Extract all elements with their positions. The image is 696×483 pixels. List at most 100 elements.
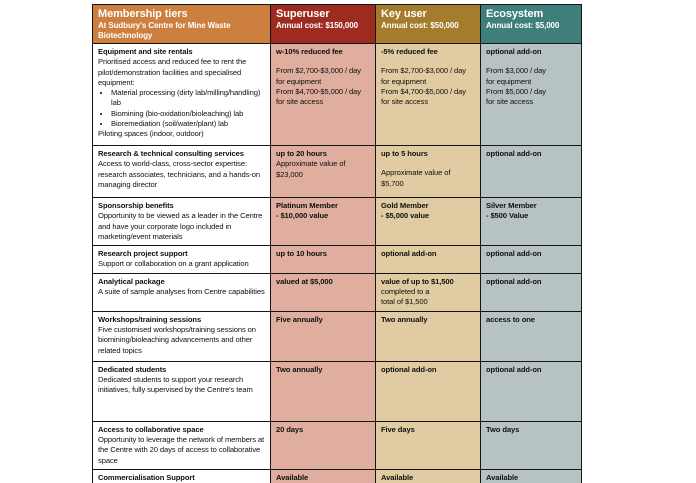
superuser-cell: valued at $5,000 [270,272,376,312]
superuser-column-title: Superuser [276,8,330,20]
tier-value-bold: optional add-on [486,149,542,158]
tier-value-bold: Gold Member [381,201,429,210]
feature-description: A suite of sample analyses from Centre c… [98,287,265,297]
tier-value-bold: Five days [381,424,415,434]
feature-title: Access to collaborative space [98,424,204,434]
ecosystem-column-title: Ecosystem [486,8,544,20]
tier-value-detail: Approximate value of [381,168,451,178]
ecosystem-cell: Silver Member - $500 Value [480,196,582,247]
tier-value-detail: From $4,700-$5,000 / day [276,86,361,96]
keyuser-column-title: Key user [381,8,427,20]
feature-cell: Research project support Support or coll… [92,245,271,274]
tier-value-bold: up to 5 hours [381,149,428,158]
tier-value-bold: Available [486,472,519,482]
tier-value-bold: Available [276,472,309,482]
tier-value-bold: Two days [486,424,520,434]
tier-value-bold: up to 20 hours [276,149,327,158]
feature-description: Access to world-class, cross-sector expe… [98,159,260,189]
feature-cell: Sponsorship benefits Opportunity to be v… [92,196,271,247]
feature-title: Workshops/training sessions [98,314,202,324]
feature-title: Commercialisation Support [98,472,195,482]
feature-bullet-list: Material processing (dirty lab/milling/h… [98,88,265,129]
keyuser-cell: Five days [375,420,481,470]
superuser-cell: w-10% reduced fee From $2,700-$3,000 / da… [270,43,376,146]
tier-value-bold: Five annually [276,314,323,324]
feature-description: Dedicated students to support your resea… [98,374,253,395]
feature-cell: Research & technical consulting services… [92,145,271,198]
spacer [381,159,475,168]
tier-value-bold: 20 days [276,424,304,434]
tier-value-bold: optional add-on [486,364,542,374]
superuser-annual-cost: Annual cost: $150,000 [276,21,358,30]
feature-bullet: Bioremediation (soil/water/plant) lab [111,119,265,129]
superuser-cell: Platinum Member - $10,000 value [270,196,376,247]
tier-value-detail: for equipment [381,76,427,86]
tier-value-bold: optional add-on [486,249,542,259]
feature-description: Opportunity to be viewed as a leader in … [98,211,263,241]
table-row: Commercialisation Support Advice and lin… [92,468,582,483]
keyuser-cell: Gold Member - $5,000 value [375,196,481,247]
table-row: Equipment and site rentals Prioritised a… [92,43,582,146]
tier-value-bold: optional add-on [486,276,542,286]
feature-cell: Workshops/training sessions Five customi… [92,310,271,362]
tier-value-bold: - $5,000 value [381,211,429,221]
tier-value-detail: for equipment [486,76,532,86]
ecosystem-cell: optional add-on [480,360,582,422]
feature-title: Analytical package [98,276,165,286]
ecosystem-cell: Available [480,468,582,483]
keyuser-cell: Two annually [375,310,481,362]
ecosystem-cell: optional add-on [480,272,582,312]
feature-description: Five customised workshops/training sessi… [98,324,256,355]
tier-value-detail: for site access [486,97,534,107]
tier-value-bold: optional add-on [486,47,542,56]
tier-value-detail: From $2,700-$3,000 / day [381,66,466,76]
feature-footer: Piloting spaces (indoor, outdoor) [98,129,204,139]
header-cell-ecosystem: Ecosystem Annual cost: $5,000 [480,4,582,44]
tier-value-detail: completed to a [381,287,430,297]
tier-value-bold: valued at $5,000 [276,276,333,286]
tier-value-bold: Two annually [276,364,323,374]
tier-value-detail: Approximate value of [276,159,346,169]
spacer [381,57,475,66]
feature-bullet: Material processing (dirty lab/milling/h… [111,88,265,109]
tier-value-bold: optional add-on [381,249,437,259]
feature-cell: Dedicated students Dedicated students to… [92,360,271,422]
feature-cell: Analytical package A suite of sample ana… [92,272,271,312]
tier-value-detail: From $4,700-$5,000 / day [381,86,466,96]
tier-value-bold: access to one [486,314,535,324]
tier-value-bold: - $500 Value [486,211,529,221]
header-cell-keyuser: Key user Annual cost: $50,000 [375,4,481,44]
table-title: Membership tiers [98,8,188,20]
tier-value-bold: - $10,000 value [276,211,329,221]
keyuser-annual-cost: Annual cost: $50,000 [381,21,459,30]
tier-value-bold: Available [381,472,414,482]
ecosystem-cell: optional add-on From $3,000 / day for equi… [480,43,582,146]
table-row: Dedicated students Dedicated students to… [92,360,582,422]
table-subtitle: At Sudbury's Centre for Mine Waste Biote… [98,21,231,40]
superuser-cell: Available [270,468,376,483]
ecosystem-cell: optional add-on [480,245,582,274]
feature-description: Support or collaboration on a grant appl… [98,259,249,269]
ecosystem-cell: Two days [480,420,582,470]
tier-value-detail: From $3,000 / day [486,66,546,76]
table-row: Research project support Support or coll… [92,245,582,274]
ecosystem-cell: access to one [480,310,582,362]
tier-value-detail: for site access [276,97,324,107]
header-row: Membership tiers At Sudbury's Centre for… [92,4,582,44]
header-cell-superuser: Superuser Annual cost: $150,000 [270,4,376,44]
table-row: Workshops/training sessions Five customi… [92,310,582,362]
feature-title: Equipment and site rentals [98,47,193,56]
tier-value-detail: From $5,000 / day [486,86,546,96]
tier-value-detail: $5,700 [381,178,404,188]
table-row: Access to collaborative space Opportunit… [92,420,582,470]
keyuser-cell: up to 5 hours Approximate value of $5,700 [375,145,481,198]
feature-cell: Access to collaborative space Opportunit… [92,420,271,470]
table-row: Sponsorship benefits Opportunity to be v… [92,196,582,247]
membership-tiers-table: Membership tiers At Sudbury's Centre for… [92,4,582,483]
ecosystem-annual-cost: Annual cost: $5,000 [486,21,560,30]
tier-value-bold: -5% reduced fee [381,47,438,56]
tier-value-detail: for equipment [276,76,322,86]
superuser-cell: up to 20 hours Approximate value of $23,00… [270,145,376,198]
header-cell-membership-tiers: Membership tiers At Sudbury's Centre for… [92,4,271,44]
